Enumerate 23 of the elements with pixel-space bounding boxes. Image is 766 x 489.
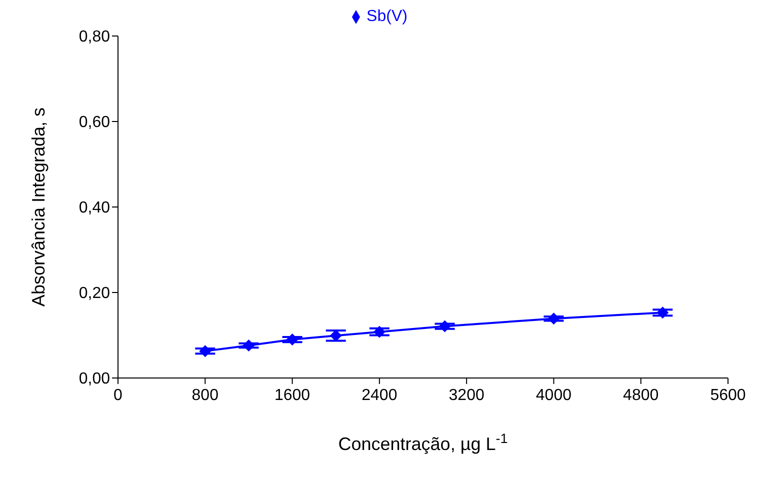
x-tick-label: 800 bbox=[192, 387, 219, 404]
point bbox=[242, 340, 255, 352]
y-tick-label: 0,00 bbox=[78, 370, 110, 388]
y-tick-label: 0,20 bbox=[78, 285, 110, 302]
x-axis-title: Concentração, µg L$^{-1}$ bbox=[338, 430, 508, 454]
y-tick-label: 0,60 bbox=[78, 114, 110, 132]
x-tick-label: 1600 bbox=[274, 387, 310, 404]
point bbox=[548, 312, 560, 325]
legend-label: Sb(V) bbox=[366, 8, 408, 25]
x-tick-label: 4000 bbox=[536, 387, 572, 404]
y-tick-label: 0,80 bbox=[78, 28, 110, 46]
x-tick-label: 0 bbox=[114, 387, 123, 404]
point bbox=[438, 320, 451, 332]
x-tick-label: 5600 bbox=[710, 387, 746, 404]
y-axis-title: Absorvância Integrada, s bbox=[28, 107, 48, 307]
point bbox=[373, 326, 386, 338]
x-tick-label: 3200 bbox=[448, 387, 484, 404]
point bbox=[286, 334, 298, 346]
point bbox=[199, 345, 212, 358]
x-tick-label: 4800 bbox=[623, 387, 659, 404]
x-tick-label: 2400 bbox=[362, 387, 398, 404]
y-tick-label: 0,40 bbox=[78, 200, 110, 217]
point bbox=[656, 306, 669, 319]
